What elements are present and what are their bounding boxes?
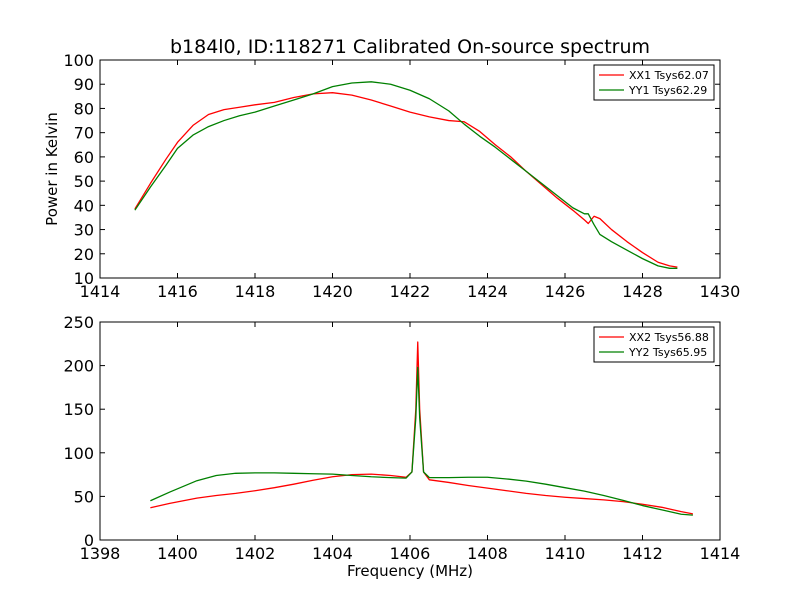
y-tick-label: 30 <box>74 221 94 240</box>
series-line-1-2 <box>134 81 678 269</box>
x-tick-label: 1424 <box>467 282 508 301</box>
series-line-1-1 <box>134 92 678 268</box>
y-tick-label: 200 <box>63 357 94 376</box>
y-axis-label: Power in Kelvin <box>43 112 61 226</box>
legend-entry: YY2 Tsys65.95 <box>628 346 707 359</box>
x-tick-label: 1426 <box>545 282 586 301</box>
x-axis-label: Frequency (MHz) <box>347 562 473 580</box>
y-tick-label: 50 <box>74 487 94 506</box>
legend-entry: XX1 Tsys62.07 <box>629 69 709 82</box>
y-tick-label: 60 <box>74 148 94 167</box>
y-tick-label: 50 <box>74 172 94 191</box>
legend-2: XX2 Tsys56.88 YY2 Tsys65.95 <box>593 326 715 363</box>
legend-box <box>593 64 715 101</box>
y-tick-label: 150 <box>63 400 94 419</box>
x-tick-label: 1414 <box>80 282 121 301</box>
x-tick-label: 1414 <box>700 544 741 563</box>
legend-box <box>593 326 715 363</box>
y-tick-label: 100 <box>63 444 94 463</box>
y-tick-label: 100 <box>63 51 94 70</box>
x-tick-label: 1430 <box>700 282 741 301</box>
y-tick-label: 80 <box>74 99 94 118</box>
legend-1: XX1 Tsys62.07 YY1 Tsys62.29 <box>593 64 715 101</box>
series-line-2-1 <box>150 341 693 515</box>
subplot-1: 1414 1416 1418 1420 1422 1424 1426 1428 1430 10 20… <box>43 36 740 301</box>
x-tick-label: 1428 <box>622 282 663 301</box>
y-tick-label: 40 <box>74 196 94 215</box>
x-tick-label: 1404 <box>312 544 353 563</box>
legend-entry: XX2 Tsys56.88 <box>629 331 709 344</box>
x-tick-label: 1398 <box>80 544 121 563</box>
x-tick-label: 1416 <box>157 282 198 301</box>
x-tick-label: 1422 <box>390 282 431 301</box>
x-tick-label: 1420 <box>312 282 353 301</box>
series-line-2-2 <box>150 366 693 516</box>
subplot-2: 1398 1400 1402 1404 1406 1408 1410 1412 1414 0 50 1… <box>63 313 740 580</box>
y-tick-label: 0 <box>84 531 94 550</box>
x-tick-label: 1410 <box>545 544 586 563</box>
x-tick-label: 1406 <box>390 544 431 563</box>
y-tick-label: 90 <box>74 75 94 94</box>
chart-title: b184l0, ID:118271 Calibrated On-source s… <box>170 36 650 58</box>
x-tick-label: 1402 <box>235 544 276 563</box>
x-tick-label: 1408 <box>467 544 508 563</box>
x-tick-label: 1418 <box>235 282 276 301</box>
y-tick-label: 20 <box>74 245 94 264</box>
x-tick-label: 1412 <box>622 544 663 563</box>
legend-entry: YY1 Tsys62.29 <box>628 84 707 97</box>
x-tick-label: 1400 <box>157 544 198 563</box>
y-tick-label: 10 <box>74 269 94 288</box>
y-tick-label: 70 <box>74 124 94 143</box>
y-tick-label: 250 <box>63 313 94 332</box>
